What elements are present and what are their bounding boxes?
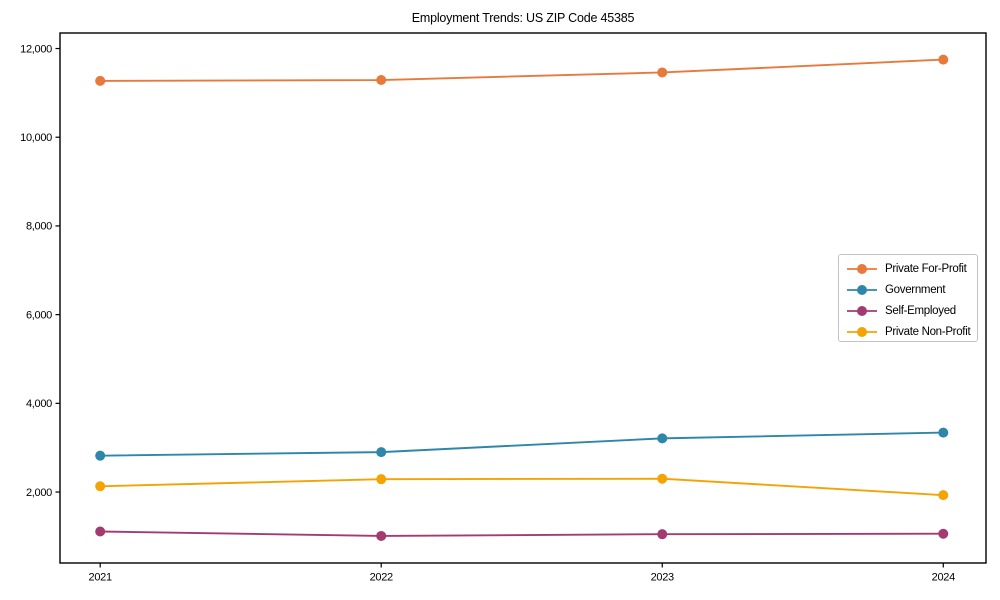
legend-label: Private For-Profit (885, 262, 967, 275)
svg-text:2023: 2023 (651, 572, 674, 584)
svg-text:12,000: 12,000 (20, 43, 52, 55)
legend-line-marker-icon (847, 326, 877, 337)
svg-text:2,000: 2,000 (26, 487, 52, 499)
legend-line-marker-icon (847, 284, 877, 295)
legend-label: Self-Employed (885, 304, 956, 317)
svg-text:2024: 2024 (932, 572, 955, 584)
legend-label: Private Non-Profit (885, 325, 971, 338)
svg-text:6,000: 6,000 (26, 309, 52, 321)
chart-legend: Private For-Profit Government Self-Emplo… (838, 254, 978, 342)
legend-line-marker-icon (847, 305, 877, 316)
legend-item-self-employed: Self-Employed (839, 300, 977, 321)
legend-label: Government (885, 283, 946, 296)
svg-text:2021: 2021 (89, 572, 112, 584)
svg-text:8,000: 8,000 (26, 221, 52, 233)
legend-item-private-for-profit: Private For-Profit (839, 258, 977, 279)
svg-text:4,000: 4,000 (26, 398, 52, 410)
svg-text:10,000: 10,000 (20, 132, 52, 144)
legend-line-marker-icon (847, 263, 877, 274)
chart-title: Employment Trends: US ZIP Code 45385 (411, 11, 635, 25)
legend-item-government: Government (839, 279, 977, 300)
legend-item-private-non-profit: Private Non-Profit (839, 321, 977, 342)
svg-text:2022: 2022 (370, 572, 393, 584)
